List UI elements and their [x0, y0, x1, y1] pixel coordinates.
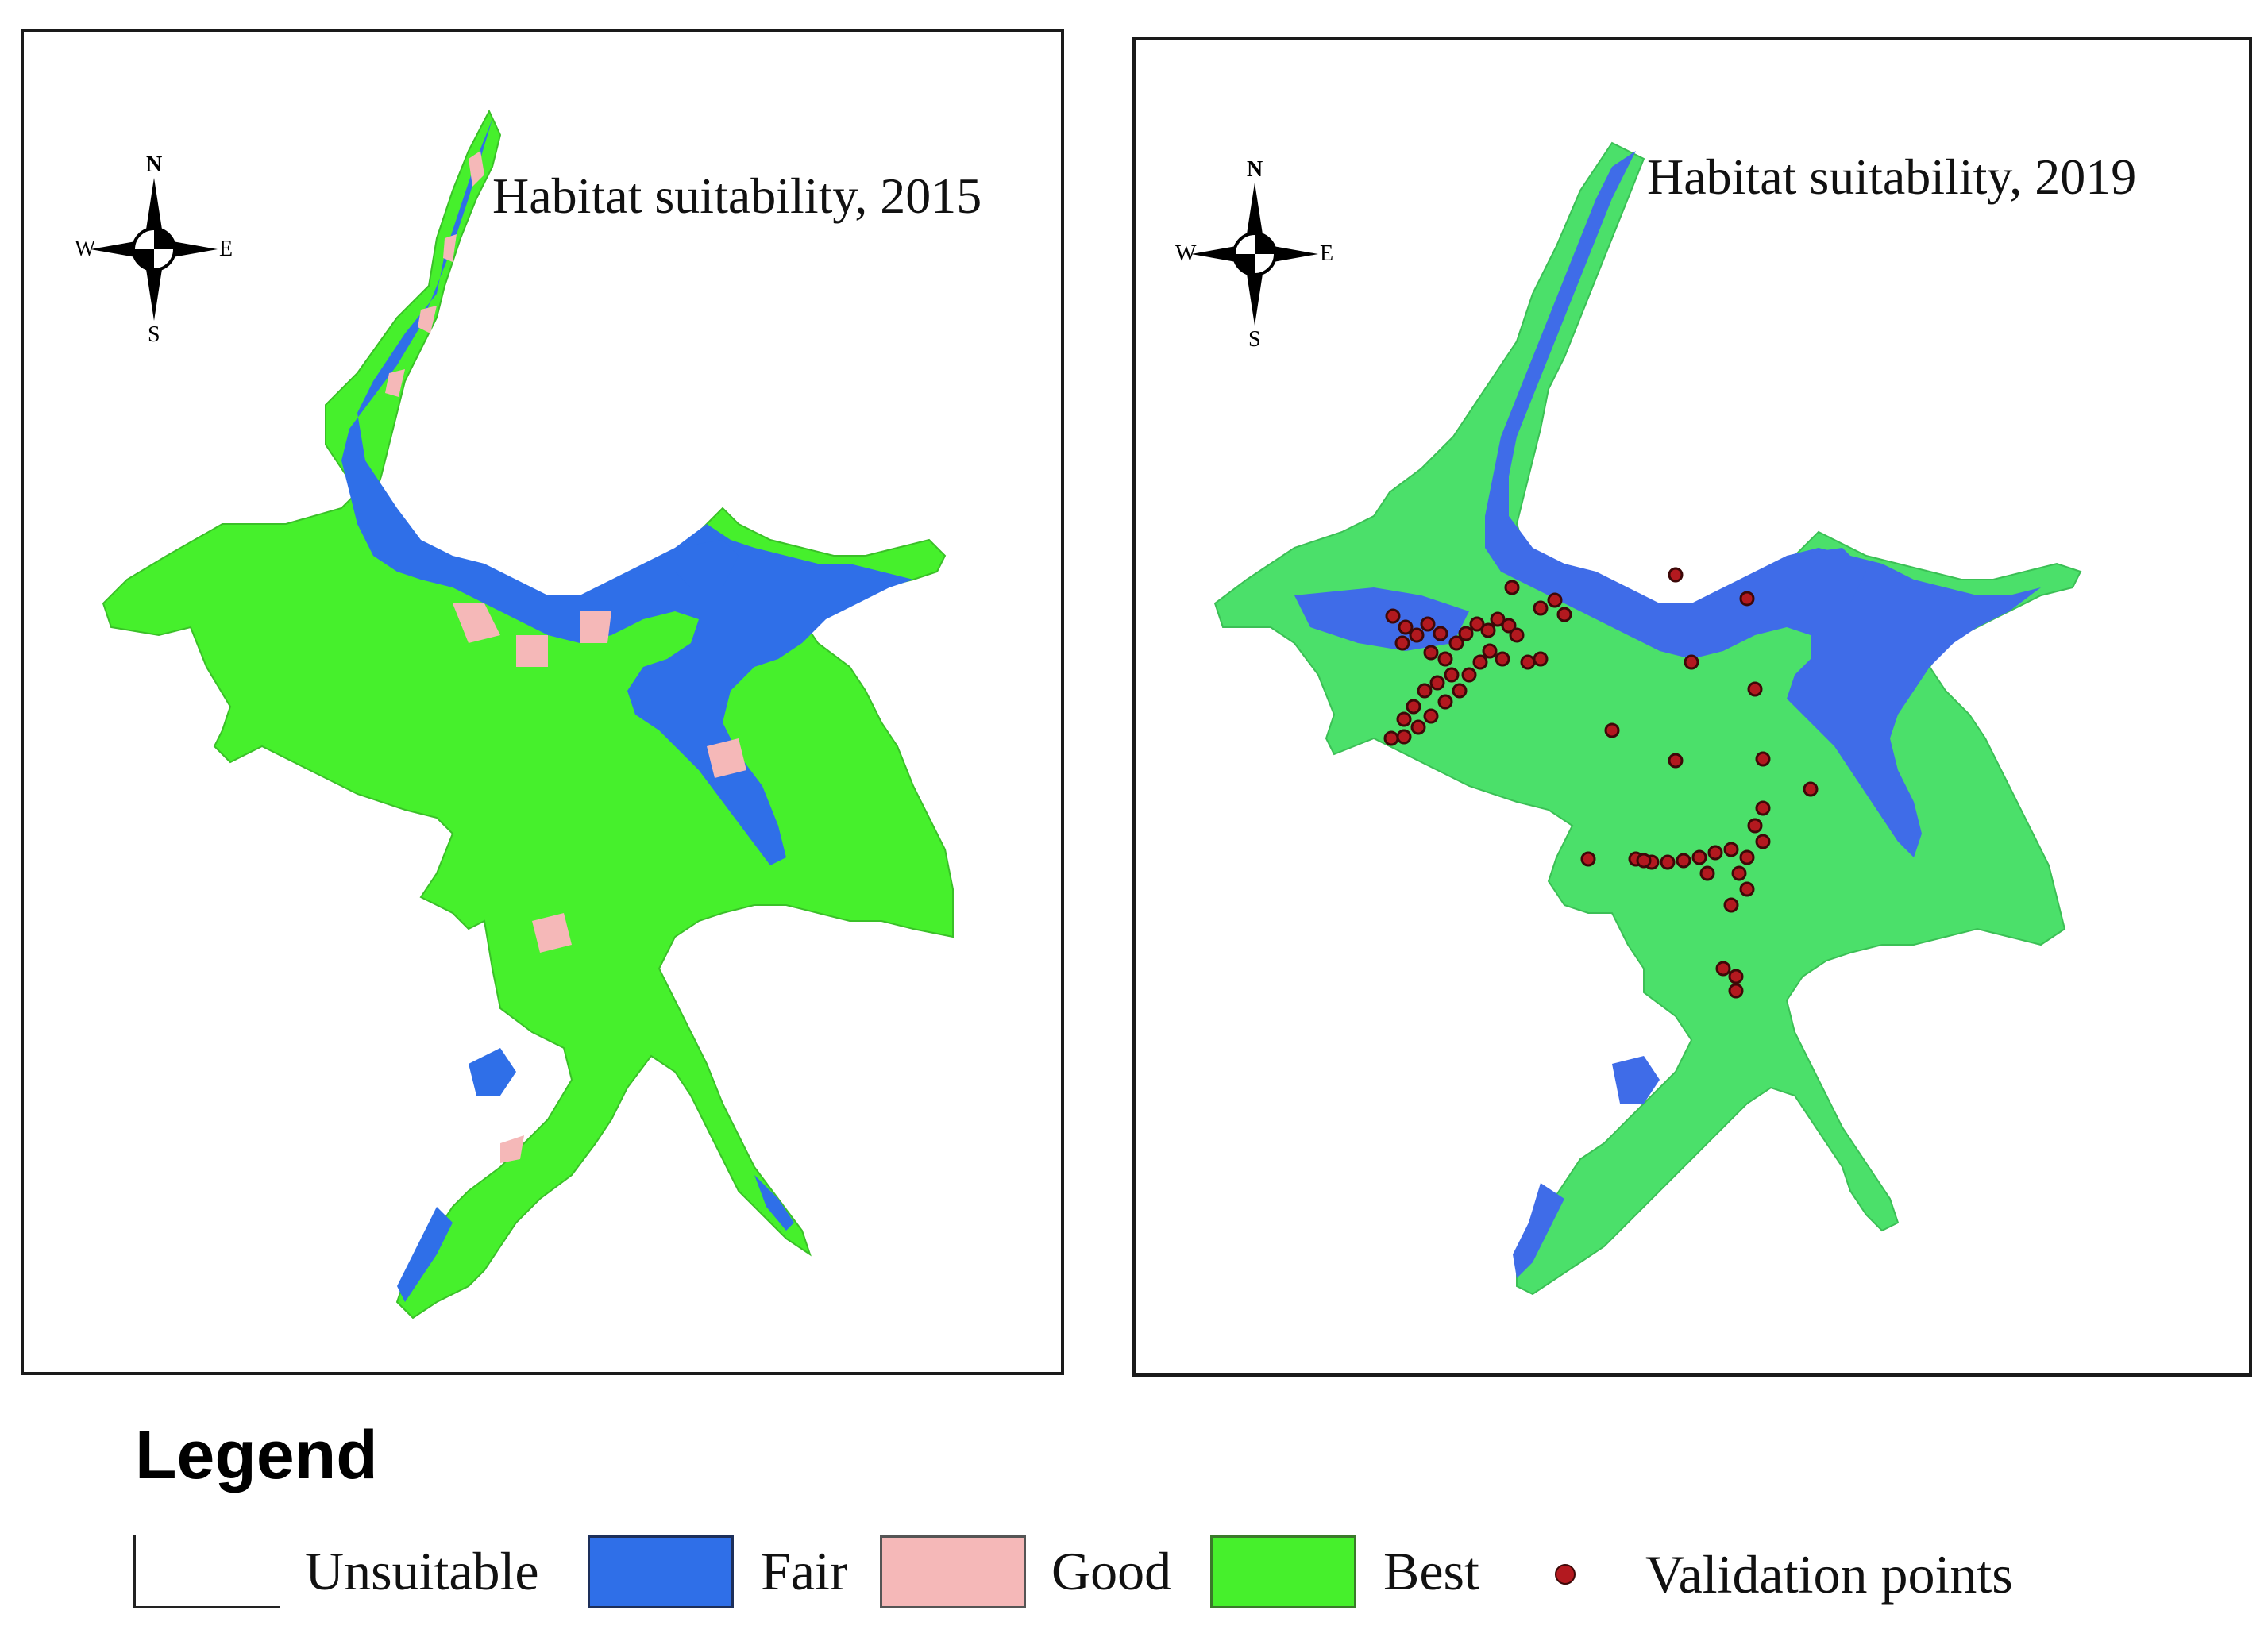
fair-arm-2019-sw [1513, 1183, 1564, 1278]
legend-title: Legend [135, 1417, 378, 1493]
legend-swatch-fair [588, 1535, 734, 1608]
fair-lake-2019-b [1612, 1056, 1660, 1104]
habitat-map-2015 [102, 109, 954, 1319]
legend-label-good: Good [1051, 1541, 1172, 1601]
map-panel-2015: N S W E Habitat suitability, 2015 [21, 29, 1064, 1375]
legend-label-validation-points: Validation points [1645, 1544, 2013, 1605]
compass-w-label: W [75, 237, 96, 261]
map-panel-2019: N S W E Habitat suitability, 2019 [1132, 37, 2252, 1377]
compass-icon [1191, 183, 1318, 326]
legend-swatch-best [1210, 1535, 1356, 1608]
legend-label-unsuitable: Unsuitable [305, 1541, 539, 1601]
fair-area-2019 [1485, 151, 2041, 857]
compass-w-label: W [1175, 241, 1197, 266]
validation-points [1383, 567, 1819, 999]
legend-label-fair: Fair [761, 1541, 848, 1601]
fair-lake-2015-a [675, 540, 739, 588]
legend-swatch-good [880, 1535, 1026, 1608]
legend-swatch-validation-points [1555, 1564, 1576, 1585]
good-patches-2015 [385, 151, 746, 1163]
habitat-map-2019 [1213, 141, 2082, 1296]
fair-lake-2015-b [469, 1048, 516, 1096]
map-legend: Legend Unsuitable Fair Good Best Validat… [133, 1416, 2230, 1631]
compass-rose-2019: N S W E [1175, 157, 1334, 352]
fair-arm-2015-se [754, 1175, 794, 1231]
compass-icon [91, 178, 218, 321]
compass-rose-2015: N S W E [75, 152, 233, 347]
legend-label-best: Best [1383, 1541, 1479, 1601]
compass-e-label: E [1320, 241, 1334, 266]
fair-band-2019-left [1294, 588, 1469, 651]
compass-s-label: S [148, 322, 160, 347]
fair-lake-2019-a [1787, 548, 1866, 603]
compass-e-label: E [219, 237, 233, 261]
compass-s-label: S [1248, 327, 1261, 352]
compass-n-label: N [146, 152, 163, 177]
legend-swatch-unsuitable [133, 1535, 280, 1608]
map-title-2015: Habitat suitability, 2015 [492, 168, 982, 224]
map-title-2019: Habitat suitability, 2019 [1647, 148, 2137, 205]
best-area-2019 [1213, 141, 2082, 1296]
compass-n-label: N [1247, 157, 1263, 182]
fair-arm-2015-sw [397, 1207, 453, 1302]
